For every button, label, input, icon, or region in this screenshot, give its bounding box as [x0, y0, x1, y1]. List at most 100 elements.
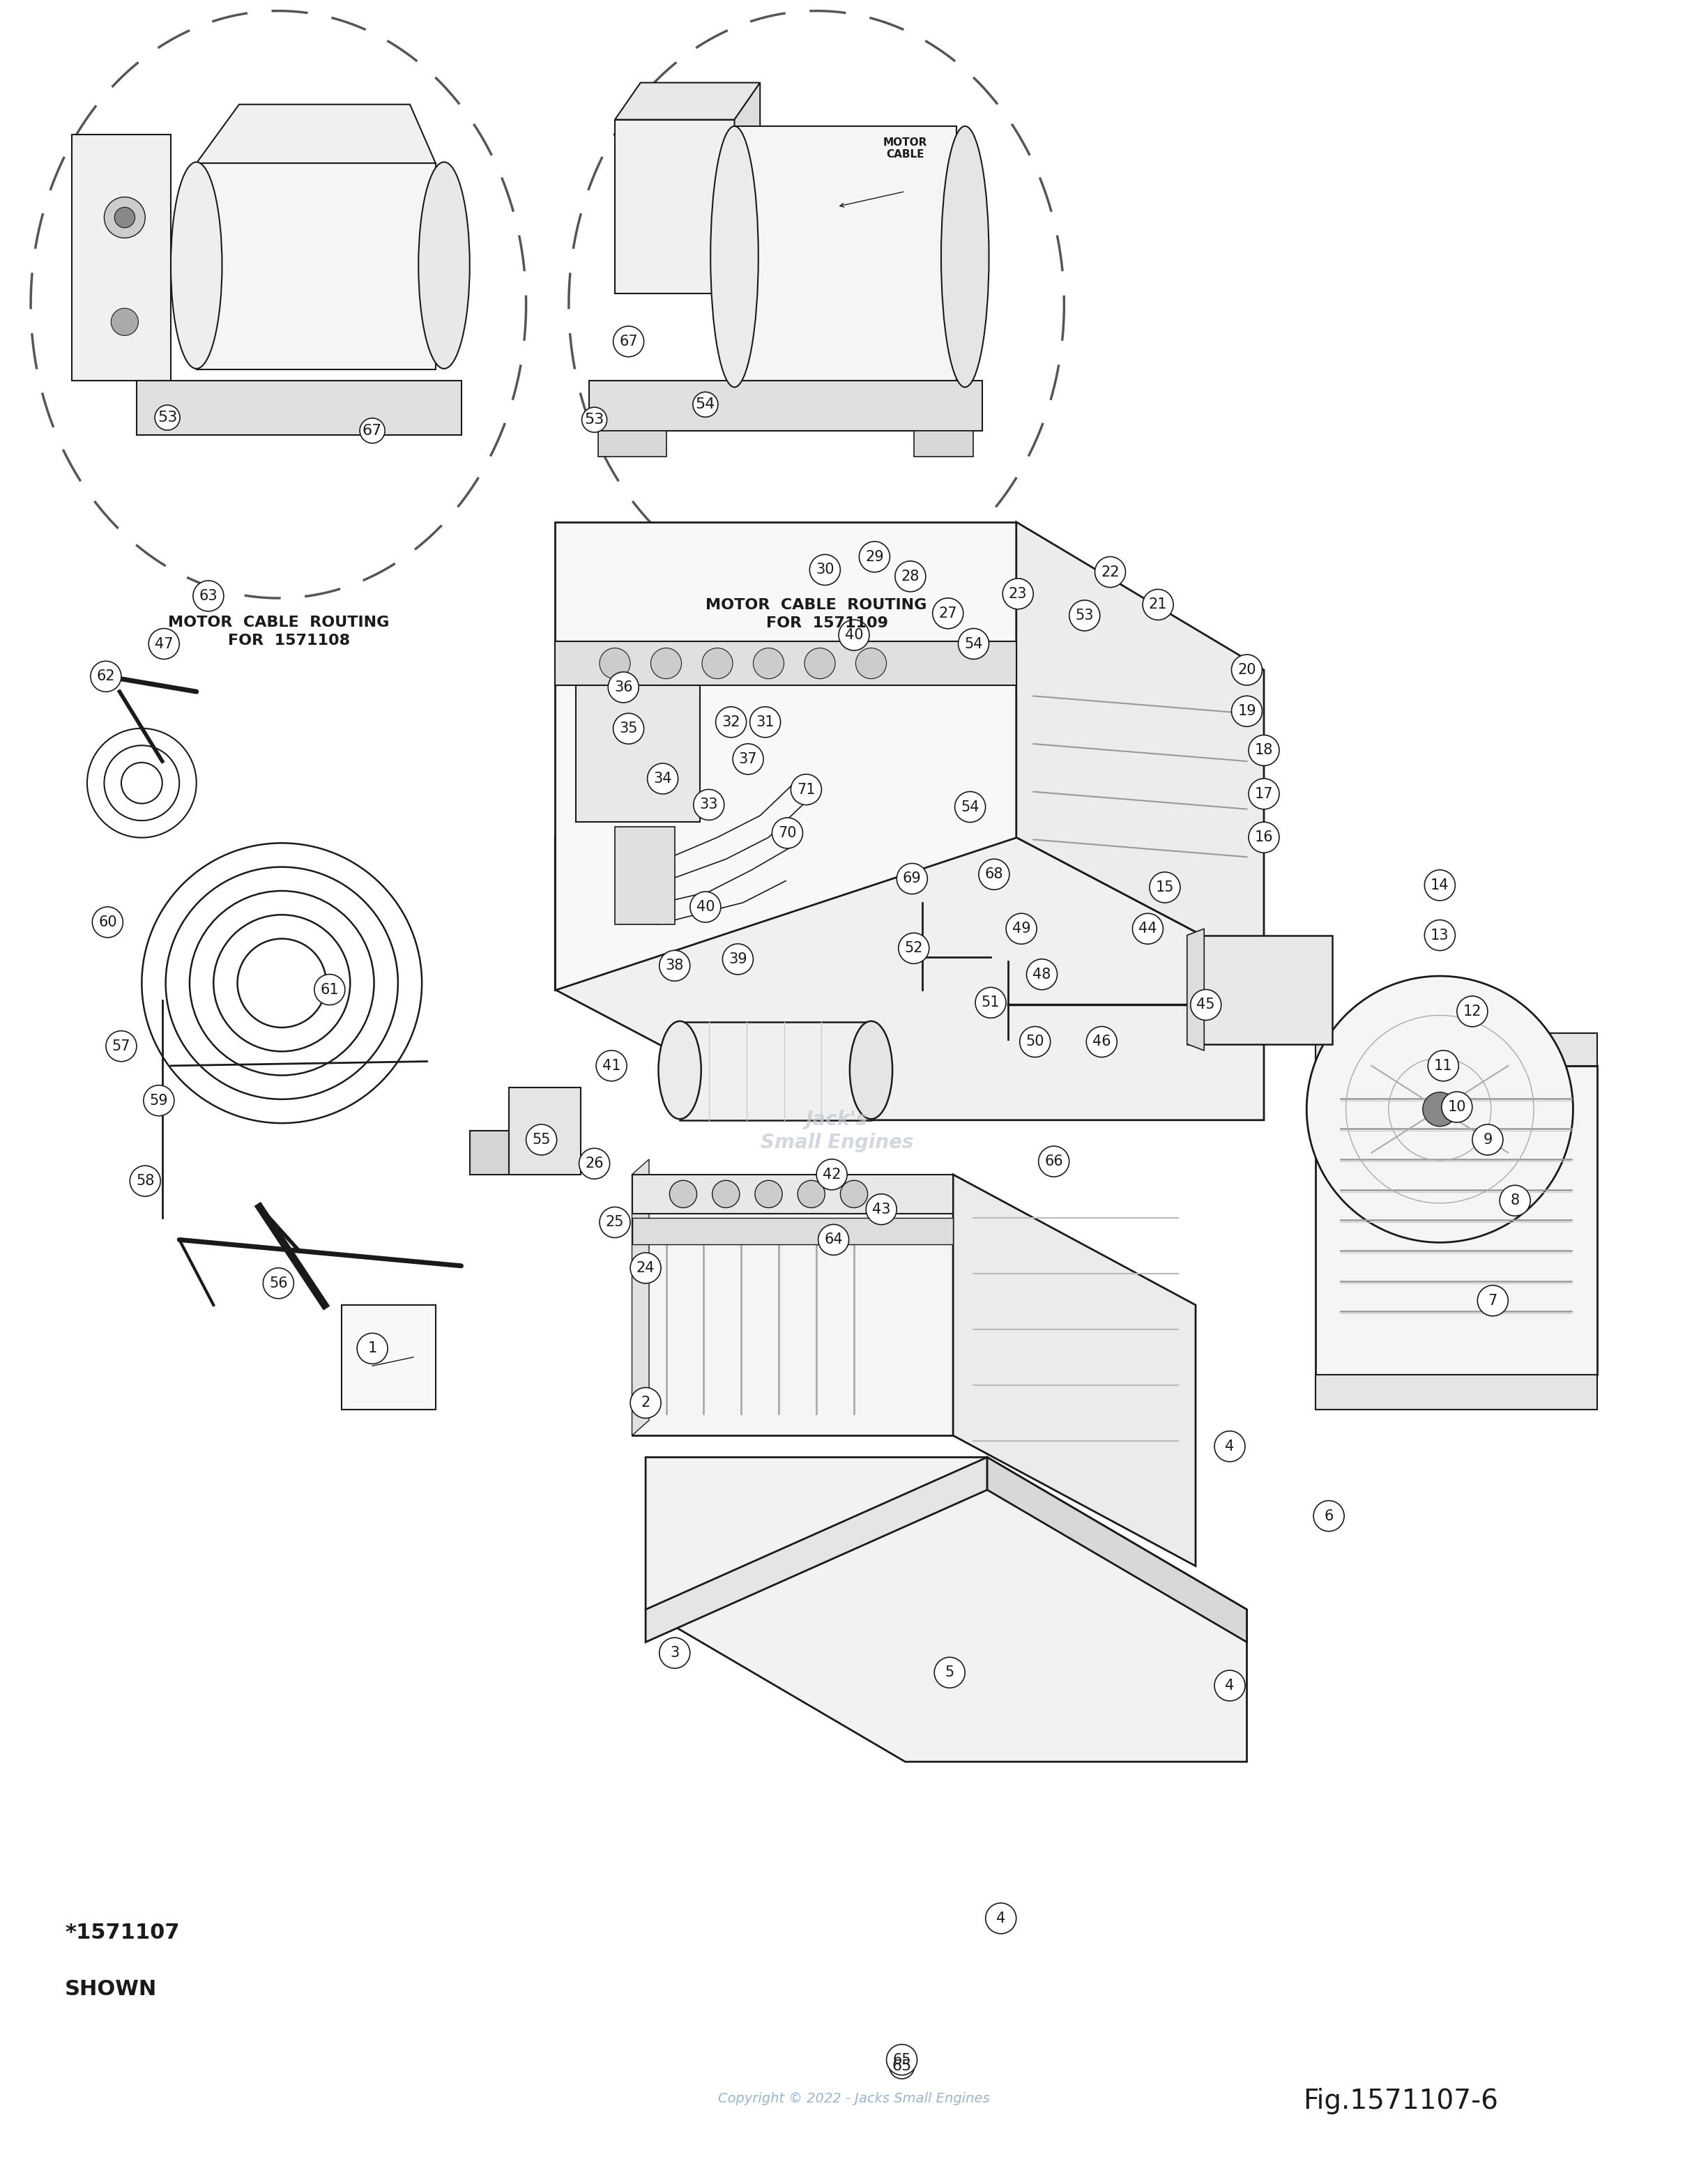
Text: 1: 1 — [367, 1342, 377, 1355]
Text: 38: 38 — [666, 959, 683, 972]
Text: 26: 26 — [586, 1157, 603, 1170]
Text: 25: 25 — [606, 1216, 623, 1229]
Polygon shape — [1315, 1033, 1597, 1066]
Circle shape — [890, 2053, 914, 2079]
Text: 4: 4 — [1225, 1679, 1235, 1692]
Circle shape — [1472, 1124, 1503, 1155]
Circle shape — [1249, 779, 1279, 809]
Polygon shape — [615, 120, 734, 294]
Text: Fig.1571107-6: Fig.1571107-6 — [1303, 2088, 1498, 2114]
Text: 34: 34 — [654, 772, 671, 785]
Text: 28: 28 — [902, 570, 919, 583]
Text: 8: 8 — [1510, 1194, 1520, 1207]
Circle shape — [130, 1166, 161, 1196]
Circle shape — [582, 407, 606, 433]
Circle shape — [647, 763, 678, 794]
Circle shape — [659, 1638, 690, 1668]
Text: 67: 67 — [620, 335, 637, 348]
Circle shape — [839, 620, 869, 650]
Circle shape — [798, 1181, 825, 1207]
Circle shape — [1143, 589, 1173, 620]
Text: 48: 48 — [1033, 968, 1050, 981]
Text: 6: 6 — [1324, 1509, 1334, 1522]
Text: 56: 56 — [270, 1277, 287, 1290]
Text: 15: 15 — [1156, 881, 1173, 894]
Text: 65: 65 — [893, 2053, 910, 2066]
Text: Copyright © 2022 - Jacks Small Engines: Copyright © 2022 - Jacks Small Engines — [717, 2092, 991, 2105]
Text: 64: 64 — [825, 1233, 842, 1246]
Text: 16: 16 — [1255, 831, 1272, 844]
Text: 40: 40 — [845, 629, 863, 642]
Circle shape — [979, 859, 1009, 890]
Circle shape — [702, 648, 733, 679]
Text: 71: 71 — [798, 783, 815, 796]
Text: 4: 4 — [996, 1912, 1006, 1925]
Text: 53: 53 — [157, 411, 178, 424]
Text: 23: 23 — [1009, 587, 1027, 600]
Text: 47: 47 — [155, 637, 173, 650]
Text: 31: 31 — [757, 716, 774, 729]
Circle shape — [1069, 600, 1100, 631]
Ellipse shape — [711, 126, 758, 387]
Polygon shape — [680, 1022, 871, 1120]
Circle shape — [596, 1051, 627, 1081]
Polygon shape — [342, 1305, 436, 1409]
Circle shape — [690, 892, 721, 922]
Ellipse shape — [418, 163, 470, 370]
Circle shape — [1424, 920, 1455, 950]
Text: 54: 54 — [962, 800, 979, 813]
Circle shape — [104, 198, 145, 237]
Polygon shape — [137, 381, 461, 435]
Polygon shape — [72, 135, 171, 381]
Circle shape — [659, 950, 690, 981]
Circle shape — [670, 1181, 697, 1207]
Circle shape — [1231, 696, 1262, 726]
Text: 58: 58 — [137, 1174, 154, 1188]
Circle shape — [1190, 990, 1221, 1020]
Polygon shape — [632, 1159, 649, 1435]
Polygon shape — [632, 1174, 953, 1214]
Circle shape — [579, 1148, 610, 1179]
Circle shape — [986, 1903, 1016, 1934]
Polygon shape — [196, 104, 436, 163]
Circle shape — [1132, 913, 1163, 944]
Circle shape — [804, 648, 835, 679]
Polygon shape — [589, 381, 982, 431]
Circle shape — [955, 792, 986, 822]
Text: 36: 36 — [615, 681, 632, 694]
Circle shape — [1428, 1051, 1459, 1081]
Polygon shape — [576, 652, 700, 822]
Text: 46: 46 — [1093, 1035, 1110, 1048]
Polygon shape — [1016, 522, 1264, 968]
Ellipse shape — [171, 163, 222, 370]
Text: 11: 11 — [1435, 1059, 1452, 1072]
Text: 42: 42 — [823, 1168, 840, 1181]
Circle shape — [630, 1253, 661, 1283]
Circle shape — [600, 1207, 630, 1238]
Polygon shape — [555, 642, 1016, 685]
Circle shape — [897, 863, 927, 894]
Text: 61: 61 — [321, 983, 338, 996]
Polygon shape — [953, 1174, 1196, 1566]
Circle shape — [898, 933, 929, 964]
Circle shape — [755, 1181, 782, 1207]
Circle shape — [1307, 977, 1573, 1242]
Circle shape — [712, 1181, 740, 1207]
Text: 52: 52 — [905, 942, 922, 955]
Polygon shape — [734, 83, 760, 294]
Text: 62: 62 — [97, 670, 114, 683]
Circle shape — [111, 309, 138, 335]
Polygon shape — [615, 83, 760, 120]
Text: 67: 67 — [362, 424, 383, 437]
Polygon shape — [646, 1457, 987, 1642]
Circle shape — [1027, 959, 1057, 990]
Circle shape — [975, 987, 1006, 1018]
Circle shape — [1006, 913, 1037, 944]
Text: 65: 65 — [892, 2060, 912, 2073]
Polygon shape — [1187, 935, 1332, 1044]
Text: 51: 51 — [982, 996, 999, 1009]
Circle shape — [263, 1268, 294, 1298]
Text: 18: 18 — [1255, 744, 1272, 757]
Text: 55: 55 — [533, 1133, 550, 1146]
Circle shape — [895, 561, 926, 592]
